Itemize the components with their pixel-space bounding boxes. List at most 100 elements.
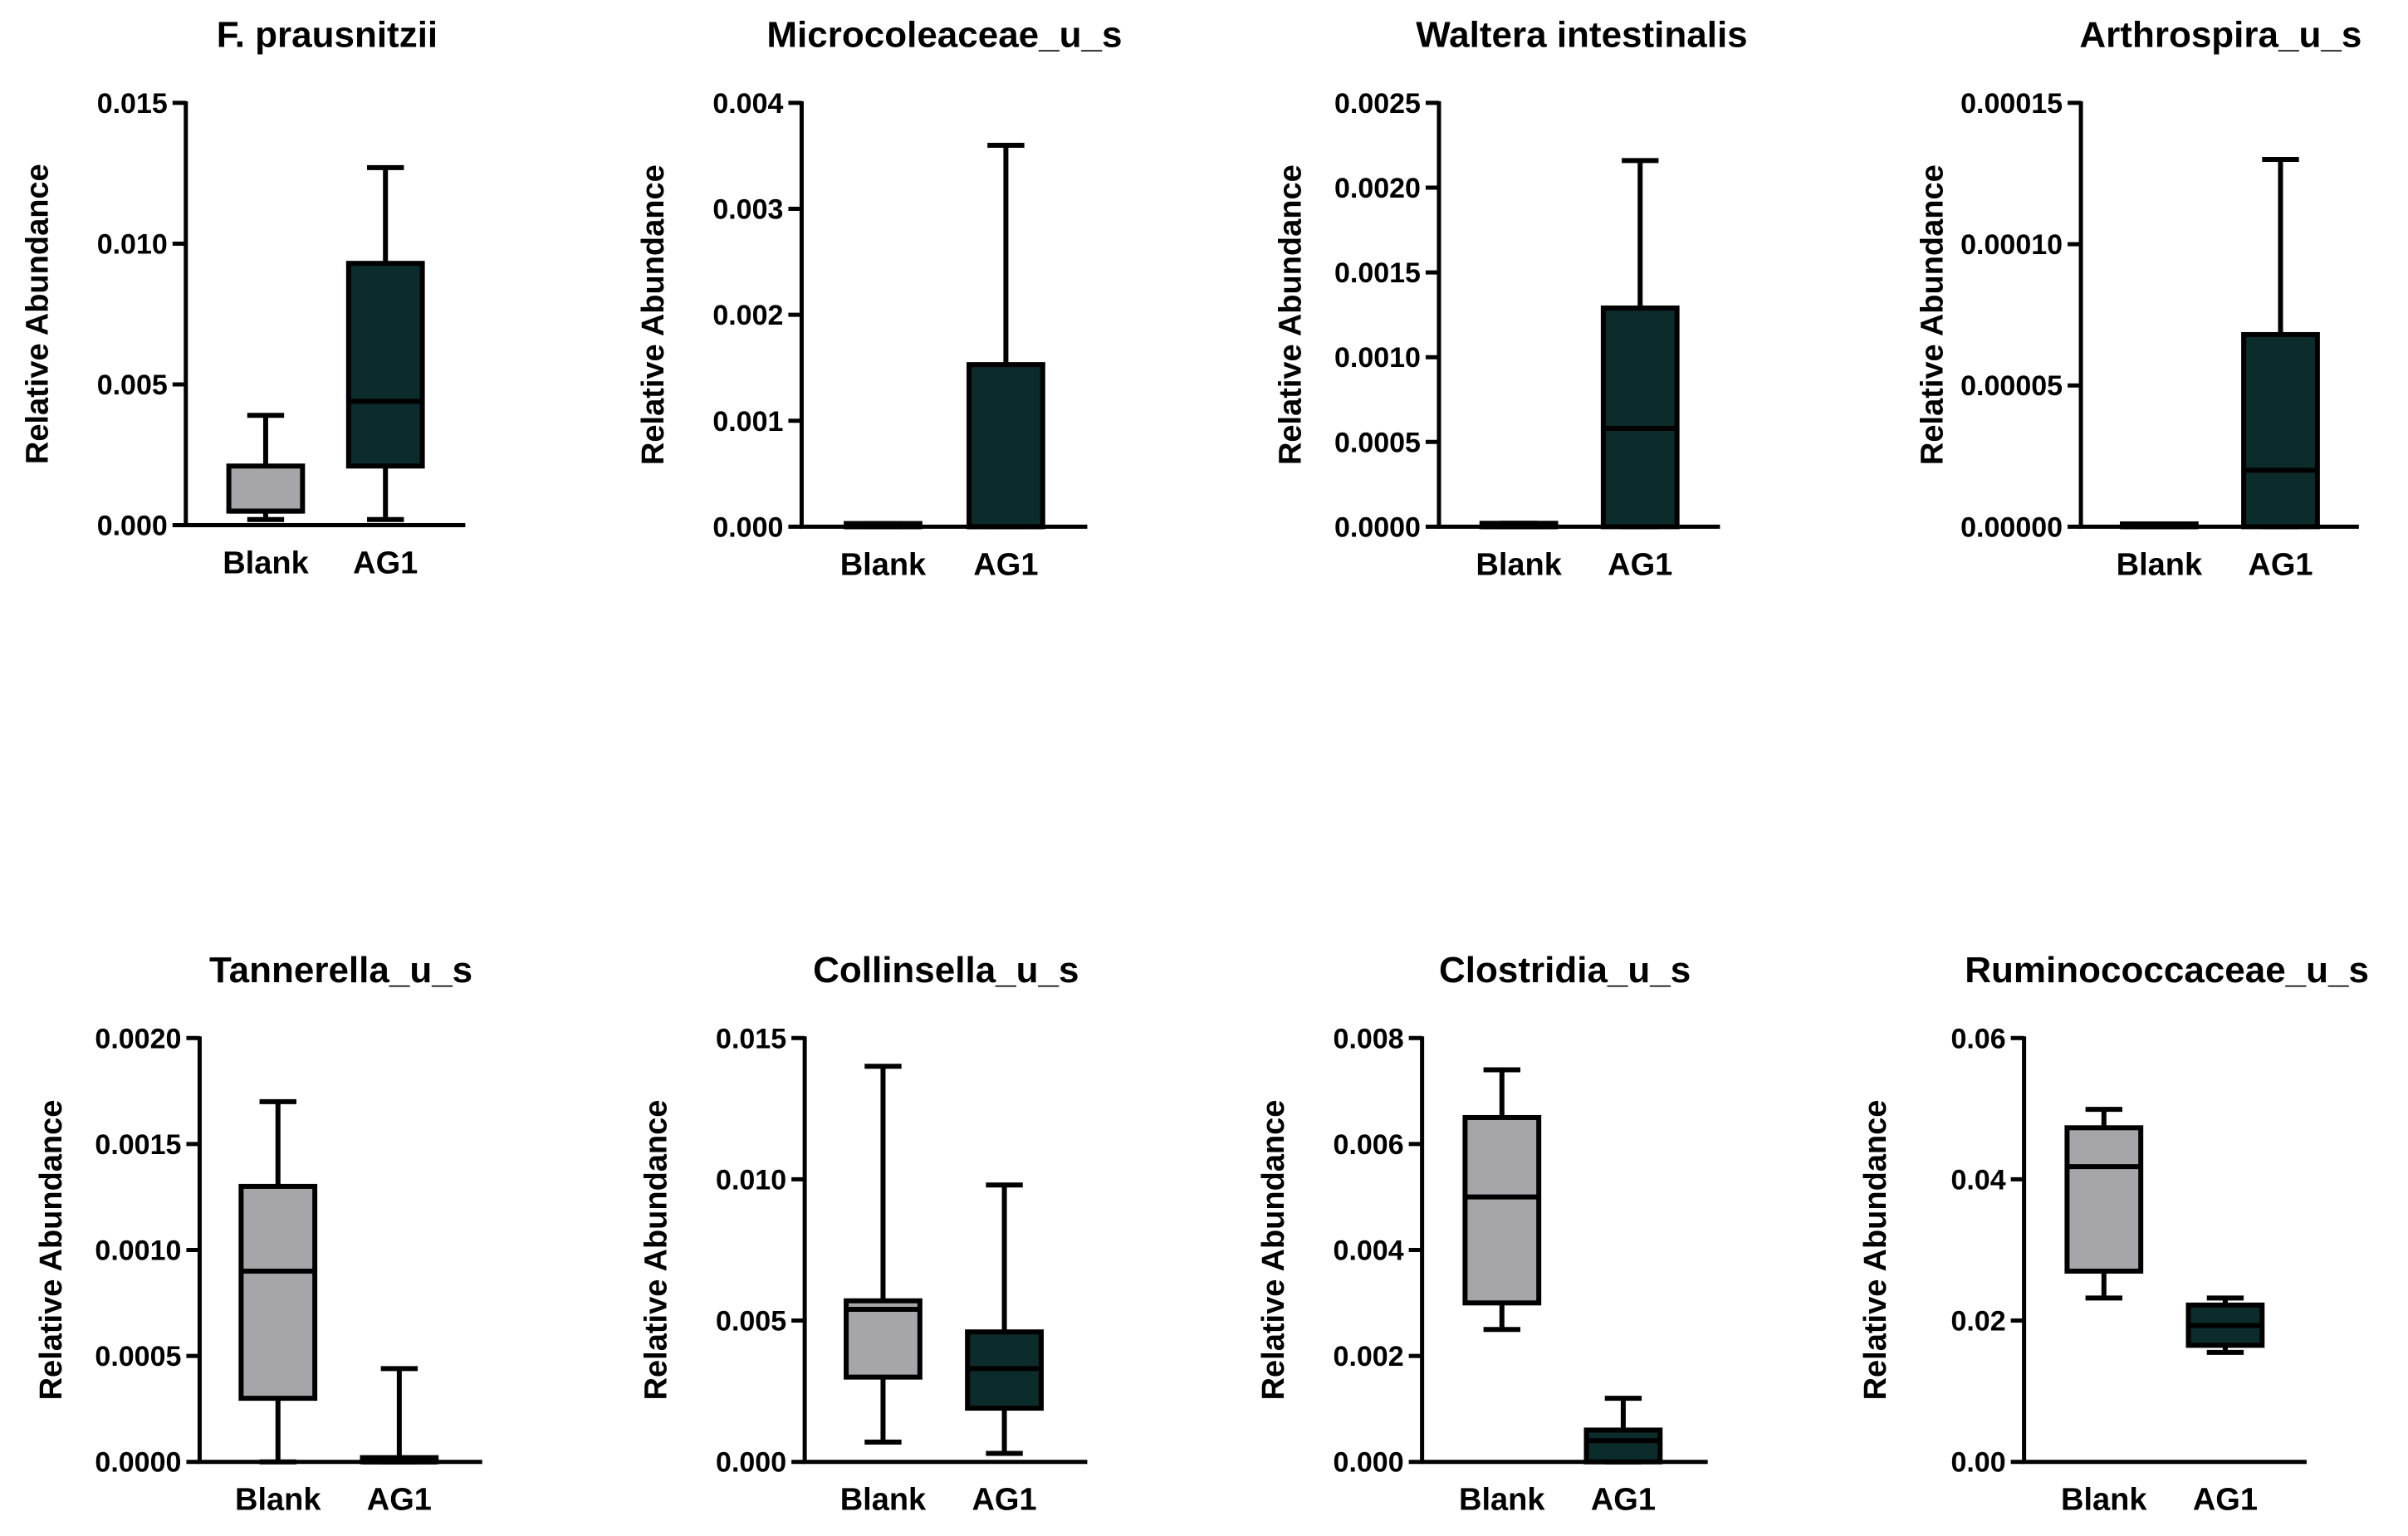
y-tick-label: 0.0000 bbox=[95, 1447, 181, 1479]
y-tick-label: 0.0005 bbox=[1334, 427, 1421, 458]
panel-title: Ruminococcaceae_u_s bbox=[1965, 950, 2369, 991]
y-tick-label: 0.00010 bbox=[1960, 229, 2063, 261]
y-tick-label: 0.00 bbox=[1950, 1447, 2005, 1479]
box-iqr bbox=[345, 261, 425, 469]
y-tick-label: 0.008 bbox=[1334, 1023, 1404, 1054]
box-iqr bbox=[1600, 305, 1680, 530]
chart-panel: Tannerella_u_s Relative Abundance 0.0000 0.… bbox=[34, 950, 482, 1518]
box-blank bbox=[844, 1064, 923, 1445]
y-tick-label: 0.003 bbox=[712, 194, 783, 226]
x-category-label: Blank bbox=[223, 546, 309, 581]
x-category-label: AG1 bbox=[972, 1483, 1036, 1518]
y-tick-label: 0.00000 bbox=[1960, 511, 2063, 543]
box-blank bbox=[2064, 1107, 2144, 1301]
box-iqr bbox=[967, 362, 1045, 530]
y-axis-label: Relative Abundance bbox=[1916, 164, 1950, 465]
y-tick-label: 0.001 bbox=[712, 406, 783, 438]
box-blank bbox=[1462, 1067, 1542, 1333]
x-category-label: AG1 bbox=[353, 546, 418, 581]
chart-panel: Collinsella_u_s Relative Abundance 0.000 0.… bbox=[639, 950, 1088, 1518]
chart-panel: F. prausnitzii Relative Abundance 0.000 0.0… bbox=[20, 15, 466, 581]
y-tick-label: 0.02 bbox=[1950, 1306, 2005, 1338]
y-tick-label: 0.000 bbox=[1334, 1447, 1404, 1479]
y-axis-label: Relative Abundance bbox=[639, 1100, 674, 1401]
chart-panel: Waltera intestinalis Relative Abundance 0.… bbox=[1274, 15, 1748, 583]
chart-panel: Microcoleaceae_u_s Relative Abundance 0.00… bbox=[636, 15, 1122, 583]
x-category-label: AG1 bbox=[973, 547, 1038, 582]
panel-title: F. prausnitzii bbox=[217, 15, 438, 56]
box-ag1 bbox=[360, 1366, 439, 1465]
panel-title: Collinsella_u_s bbox=[813, 950, 1079, 991]
y-tick-label: 0.010 bbox=[97, 228, 168, 260]
box-iqr bbox=[2241, 331, 2320, 530]
y-tick-label: 0.0010 bbox=[1334, 342, 1421, 374]
y-tick-label: 0.0005 bbox=[95, 1341, 181, 1372]
y-axis-label: Relative Abundance bbox=[34, 1100, 69, 1401]
box-iqr bbox=[2064, 1125, 2144, 1274]
y-tick-label: 0.00005 bbox=[1960, 370, 2063, 402]
y-tick-label: 0.0025 bbox=[1334, 88, 1421, 120]
box-iqr bbox=[238, 1183, 318, 1401]
y-tick-label: 0.0015 bbox=[95, 1129, 181, 1161]
y-tick-label: 0.000 bbox=[97, 511, 168, 542]
y-tick-label: 0.04 bbox=[1950, 1164, 2005, 1196]
chart-panel: Arthrospira_u_s Relative Abundance 0.00000… bbox=[1916, 15, 2362, 583]
x-category-label: Blank bbox=[2061, 1483, 2147, 1518]
y-axis-label: Relative Abundance bbox=[1858, 1100, 1893, 1401]
y-tick-label: 0.0020 bbox=[95, 1023, 181, 1054]
x-category-label: AG1 bbox=[2193, 1483, 2258, 1518]
box-iqr bbox=[1462, 1114, 1542, 1306]
x-category-label: AG1 bbox=[2248, 547, 2313, 582]
box-blank bbox=[2119, 521, 2199, 530]
y-tick-label: 0.0020 bbox=[1334, 173, 1421, 204]
x-category-label: Blank bbox=[1459, 1483, 1545, 1518]
box-ag1 bbox=[965, 1182, 1044, 1456]
box-iqr bbox=[1583, 1427, 1663, 1465]
box-ag1 bbox=[1600, 158, 1680, 530]
y-axis-label: Relative Abundance bbox=[1274, 164, 1309, 465]
y-tick-label: 0.0010 bbox=[95, 1235, 181, 1266]
box-iqr bbox=[226, 463, 306, 514]
y-tick-label: 0.004 bbox=[1334, 1235, 1404, 1266]
y-axis-label: Relative Abundance bbox=[636, 164, 671, 465]
box-blank bbox=[226, 413, 306, 522]
chart-panel: Ruminococcaceae_u_s Relative Abundance 0.0… bbox=[1858, 950, 2369, 1518]
y-tick-label: 0.010 bbox=[716, 1164, 786, 1196]
y-tick-label: 0.0015 bbox=[1334, 257, 1421, 289]
y-tick-label: 0.002 bbox=[712, 300, 783, 331]
panel-title: Tannerella_u_s bbox=[209, 950, 472, 991]
x-category-label: Blank bbox=[235, 1483, 321, 1518]
y-tick-label: 0.004 bbox=[712, 88, 783, 120]
box-ag1 bbox=[2241, 156, 2320, 530]
y-tick-label: 0.00015 bbox=[1960, 88, 2063, 120]
box-iqr bbox=[844, 1298, 923, 1380]
y-tick-label: 0.015 bbox=[716, 1023, 786, 1054]
x-category-label: AG1 bbox=[1608, 547, 1672, 582]
y-axis-label: Relative Abundance bbox=[20, 164, 55, 464]
x-category-label: Blank bbox=[840, 547, 927, 582]
box-ag1 bbox=[345, 164, 425, 522]
x-category-label: AG1 bbox=[367, 1483, 432, 1518]
box-ag1 bbox=[2185, 1295, 2265, 1355]
y-tick-label: 0.06 bbox=[1950, 1023, 2005, 1054]
panel-title: Microcoleaceae_u_s bbox=[766, 15, 1122, 56]
x-category-label: Blank bbox=[840, 1483, 927, 1518]
panel-title: Arthrospira_u_s bbox=[2079, 15, 2362, 56]
box-ag1 bbox=[967, 142, 1045, 530]
box-blank bbox=[844, 521, 923, 530]
box-ag1 bbox=[1583, 1396, 1663, 1465]
y-tick-label: 0.000 bbox=[716, 1447, 786, 1479]
box-blank bbox=[1479, 521, 1559, 530]
panel-title: Waltera intestinalis bbox=[1416, 15, 1747, 56]
x-category-label: Blank bbox=[1476, 547, 1562, 582]
y-tick-label: 0.002 bbox=[1334, 1341, 1404, 1372]
y-tick-label: 0.005 bbox=[716, 1306, 786, 1338]
y-tick-label: 0.015 bbox=[97, 88, 168, 120]
y-axis-label: Relative Abundance bbox=[1256, 1100, 1291, 1401]
box-blank bbox=[238, 1098, 318, 1465]
y-tick-label: 0.006 bbox=[1334, 1129, 1404, 1161]
y-tick-label: 0.000 bbox=[712, 511, 783, 543]
panel-title: Clostridia_u_s bbox=[1439, 950, 1691, 991]
x-category-label: AG1 bbox=[1591, 1483, 1656, 1518]
